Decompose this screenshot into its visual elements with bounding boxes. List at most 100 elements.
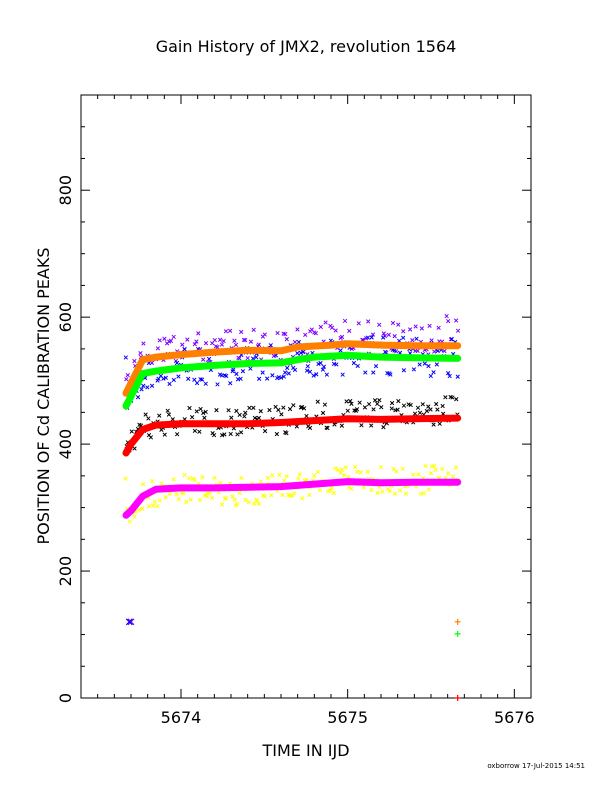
- scatter-point: [369, 335, 374, 340]
- scatter-point: [375, 401, 380, 407]
- scatter-point: [228, 381, 233, 386]
- scatter-point: [395, 407, 400, 412]
- scatter-point: [124, 377, 129, 382]
- scatter-point: [182, 347, 187, 352]
- scatter-point: [161, 376, 166, 381]
- scatter-point: [338, 348, 343, 353]
- point-marker: [125, 618, 133, 626]
- scatter-point: [320, 410, 326, 416]
- scatter-point: [200, 475, 205, 480]
- plot-credit: oxborrow 17-Jul-2015 14:51: [487, 762, 585, 770]
- scatter-point: [281, 374, 286, 379]
- scatter-point: [428, 373, 433, 379]
- scatter-point: [435, 348, 440, 354]
- scatter-point: [237, 356, 242, 361]
- scatter-point: [424, 408, 430, 414]
- scatter-point: [340, 372, 345, 377]
- scatter-point: [359, 423, 364, 428]
- scatter-point: [333, 328, 338, 333]
- scatter-point: [413, 324, 418, 329]
- scatter-point: [338, 470, 343, 475]
- scatter-point: [357, 400, 362, 405]
- scatter-point: [442, 348, 447, 354]
- scatter-point: [408, 402, 413, 408]
- scatter-point: [233, 342, 239, 348]
- scatter-point: [252, 415, 258, 421]
- plot-frame: [80, 94, 532, 699]
- scatter-point: [431, 422, 436, 427]
- scatter-point: [258, 479, 264, 484]
- scatter-point: [229, 415, 234, 420]
- scatter-point: [356, 321, 361, 326]
- scatter-point: [286, 371, 291, 376]
- scatter-point: [411, 367, 417, 372]
- scatter-point: [417, 410, 423, 415]
- scatter-point: [210, 495, 215, 500]
- scatter-point: [428, 471, 434, 476]
- scatter-point: [234, 408, 239, 414]
- scatter-point: [345, 408, 350, 413]
- scatter-point: [255, 498, 260, 504]
- scatter-point: [197, 429, 202, 434]
- scatter-point: [297, 472, 302, 477]
- scatter-point: [284, 337, 289, 342]
- scatter-point: [334, 362, 339, 367]
- scatter-point: [412, 411, 418, 416]
- scatter-point: [381, 331, 386, 336]
- scatter-point: [365, 335, 370, 340]
- scatter-point: [140, 482, 146, 487]
- scatter-point: [182, 472, 187, 478]
- scatter-point: [277, 472, 282, 478]
- scatter-point: [300, 496, 305, 501]
- scatter-point: [176, 497, 181, 502]
- scatter-point: [187, 476, 192, 481]
- scatter-point: [435, 407, 440, 412]
- scatter-point: [224, 373, 229, 379]
- scatter-point: [238, 430, 244, 435]
- series-line-6: [122, 478, 462, 519]
- y-axis-label: POSITION OF Cd CALIBRATION PEAKS: [34, 248, 53, 545]
- scatter-point: [332, 422, 337, 427]
- scatter-point: [243, 497, 248, 502]
- scatter-point: [390, 320, 396, 326]
- scatter-point: [373, 363, 379, 369]
- scatter-point: [440, 403, 445, 409]
- scatter-point: [352, 464, 358, 470]
- scatter-point: [227, 328, 233, 333]
- scatter-point: [192, 428, 198, 434]
- scatter-point: [141, 341, 146, 346]
- x-tick-label: 5676: [494, 708, 535, 727]
- scatter-point: [388, 372, 393, 377]
- scatter-point: [423, 463, 428, 469]
- scatter-point: [307, 369, 313, 374]
- series-scatter-7: [123, 463, 461, 524]
- axis-ticks: [81, 95, 531, 699]
- scatter-point: [292, 339, 298, 345]
- scatter-point: [221, 338, 226, 344]
- scatter-point: [155, 346, 161, 351]
- scatter-point: [176, 374, 181, 379]
- scatter-point: [328, 488, 333, 493]
- scatter-point: [192, 342, 197, 347]
- scatter-point: [284, 473, 289, 479]
- scatter-point: [291, 403, 296, 408]
- scatter-point: [379, 405, 384, 410]
- scatter-point: [283, 331, 288, 337]
- scatter-point: [226, 408, 231, 413]
- scatter-point: [427, 323, 432, 329]
- scatter-point: [202, 493, 208, 498]
- scatter-point: [414, 336, 419, 341]
- scatter-point: [331, 490, 336, 496]
- scatter-point: [455, 328, 461, 333]
- scatter-point: [394, 469, 399, 474]
- scatter-point: [365, 469, 370, 474]
- scatter-point: [437, 421, 442, 426]
- scatter-point: [148, 435, 154, 440]
- x-tick-label: 5674: [161, 708, 202, 727]
- scatter-point: [377, 398, 382, 403]
- scatter-point: [170, 417, 175, 422]
- scatter-point: [443, 395, 448, 400]
- scatter-point: [386, 332, 391, 337]
- scatter-point: [415, 348, 420, 353]
- scatter-point: [294, 424, 299, 429]
